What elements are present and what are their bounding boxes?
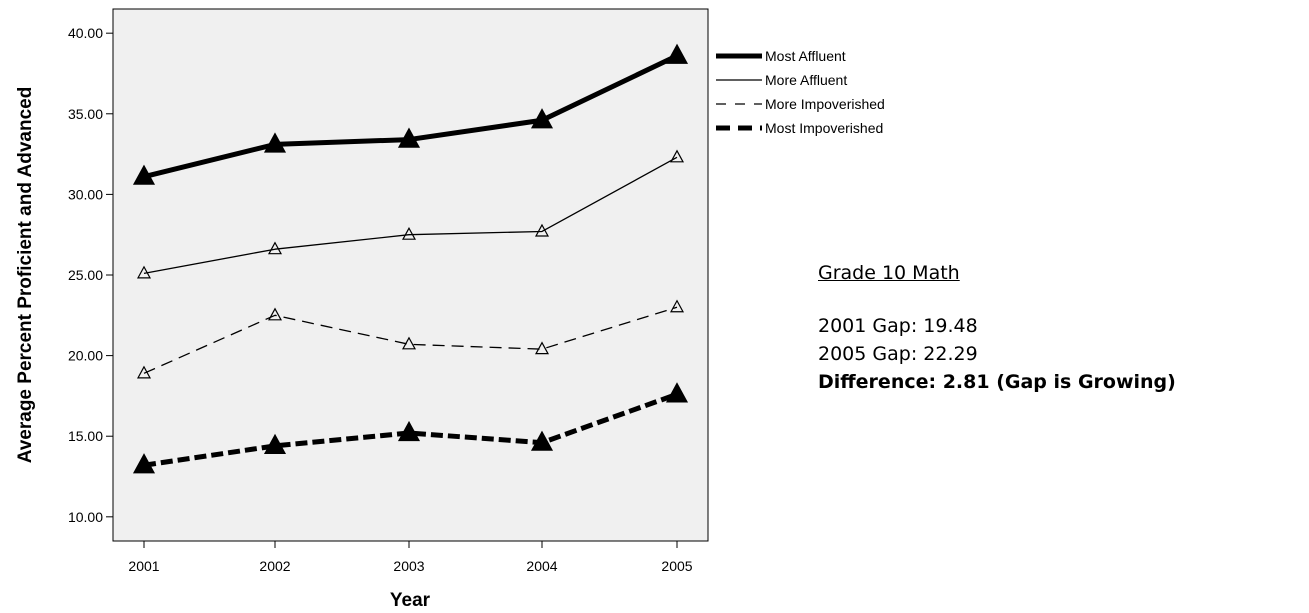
data-point-more-affluent (534, 223, 550, 237)
y-tick-label: 10.00 (68, 509, 103, 525)
x-axis: 2001 2002 2003 2004 2005 (128, 541, 693, 574)
series-most-affluent (132, 43, 689, 185)
data-point-most-impoverished (665, 382, 689, 403)
y-axis-title: Average Percent Proficient and Advanced (15, 87, 36, 464)
series-line-more-affluent (143, 156, 678, 275)
data-point-most-affluent (397, 127, 421, 148)
gap-2001-text: 2001 Gap: 19.48 (818, 315, 978, 337)
legend-label: More Impoverished (765, 96, 885, 112)
series-line-most-impoverished (143, 391, 678, 468)
data-point-most-impoverished (263, 433, 287, 455)
x-tick-label: 2005 (661, 558, 692, 574)
legend: Most Affluent More Affluent More Impoveris… (716, 48, 885, 136)
data-point-more-impoverished (267, 307, 283, 321)
data-point-most-impoverished (132, 453, 156, 474)
series-more-impoverished (136, 299, 685, 379)
data-point-more-impoverished (669, 299, 685, 313)
y-tick-label: 20.00 (68, 348, 103, 364)
data-point-more-affluent (669, 149, 685, 163)
y-tick-label: 40.00 (68, 25, 103, 41)
data-point-more-affluent (136, 265, 152, 279)
y-tick-label: 35.00 (68, 106, 103, 122)
data-point-more-affluent (267, 241, 283, 255)
gap-summary: Grade 10 Math 2001 Gap: 19.48 2005 Gap: … (818, 262, 1176, 396)
x-tick-label: 2004 (526, 558, 557, 574)
data-point-more-impoverished (534, 341, 550, 355)
data-point-most-impoverished (397, 420, 421, 442)
x-tick-label: 2001 (128, 558, 159, 574)
data-point-most-affluent (263, 132, 287, 153)
data-point-more-impoverished (136, 365, 152, 379)
legend-label: More Affluent (765, 72, 847, 88)
data-point-most-affluent (132, 164, 156, 185)
series-layer (132, 43, 689, 474)
data-point-more-affluent (401, 226, 417, 240)
legend-label: Most Impoverished (765, 120, 883, 136)
data-point-more-impoverished (401, 336, 417, 350)
y-tick-label: 30.00 (68, 186, 103, 202)
x-tick-label: 2003 (393, 558, 424, 574)
y-tick-label: 25.00 (68, 267, 103, 283)
summary-heading: Grade 10 Math (818, 262, 960, 284)
data-point-most-affluent (665, 43, 689, 64)
series-line-more-impoverished (143, 306, 678, 374)
x-tick-label: 2002 (259, 558, 290, 574)
plot-area (112, 8, 709, 542)
y-tick-label: 15.00 (68, 428, 103, 444)
y-axis: 10.00 15.00 20.00 25.00 30.00 35.00 40.00 (68, 25, 113, 525)
gap-2005-text: 2005 Gap: 22.29 (818, 343, 978, 365)
series-more-affluent (136, 149, 685, 279)
series-most-impoverished (132, 382, 689, 474)
data-point-most-impoverished (530, 430, 554, 451)
legend-label: Most Affluent (765, 48, 846, 64)
data-point-most-affluent (530, 108, 554, 129)
x-axis-title: Year (390, 590, 431, 611)
difference-text: Difference: 2.81 (Gap is Growing) (818, 371, 1176, 393)
